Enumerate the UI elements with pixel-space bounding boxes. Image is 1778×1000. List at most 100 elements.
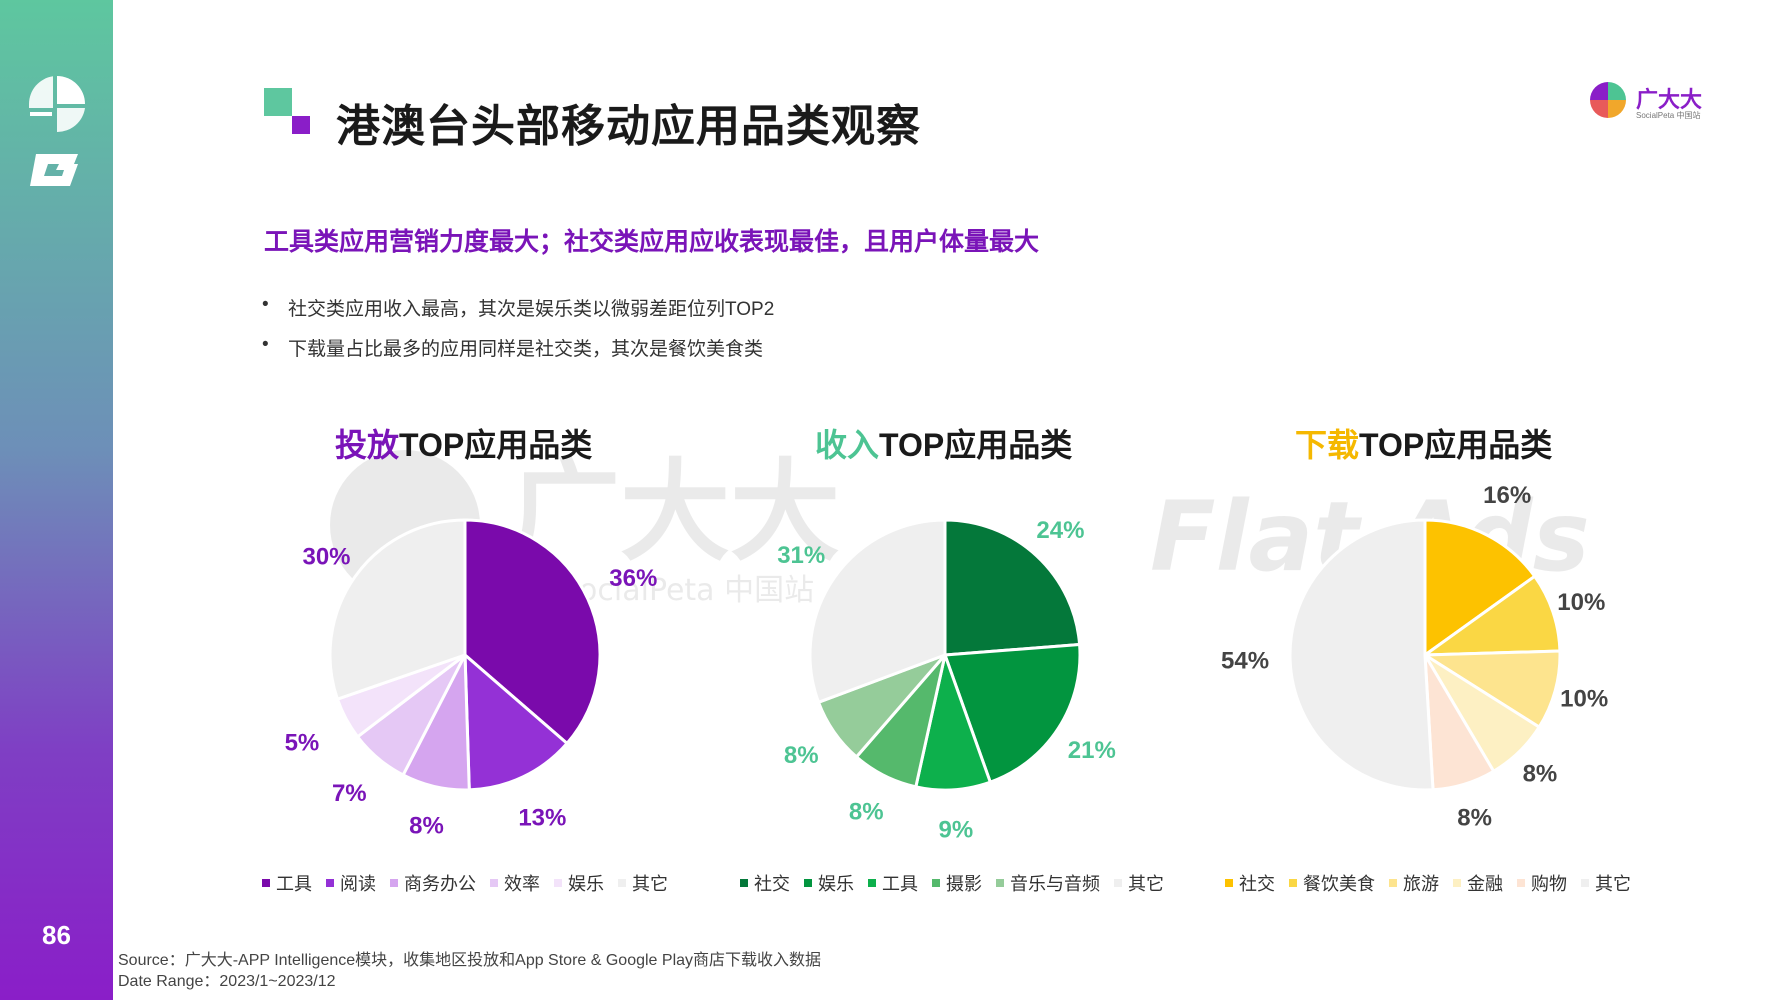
- legend-swatch: [932, 879, 940, 887]
- brand-pie-icon: [1590, 82, 1626, 118]
- legend-item: 摄影: [932, 870, 982, 896]
- page-title: 港澳台头部移动应用品类观察: [336, 102, 921, 151]
- pie-label-1-6: 30%: [302, 543, 350, 570]
- chart-title-2: 收入TOP应用品类: [815, 420, 1072, 466]
- legend-label: 其它: [1128, 874, 1164, 894]
- brand-logo: 广大大 SocialPeta 中国站: [1588, 80, 1708, 124]
- legend-label: 餐饮美食: [1303, 874, 1375, 894]
- legend-item: 社交: [740, 870, 790, 896]
- legend-swatch: [1517, 879, 1525, 887]
- legend-item: 旅游: [1389, 870, 1439, 896]
- legend-label: 购物: [1531, 874, 1567, 894]
- pie-label-1-3: 8%: [409, 813, 444, 840]
- socialpeta-logo-icon: [29, 76, 85, 186]
- chart-title-highlight: 下载: [1295, 427, 1360, 463]
- legend-swatch: [1453, 879, 1461, 887]
- legend-label: 商务办公: [404, 874, 476, 894]
- legend-swatch: [554, 879, 562, 887]
- pie-slice-1-2: [463, 651, 570, 792]
- pie-label-3-2: 10%: [1557, 589, 1605, 616]
- pie-label-2-6: 31%: [777, 542, 825, 569]
- pie-slice-3-3: [1420, 649, 1562, 730]
- legend-item: 社交: [1225, 870, 1275, 896]
- legend-swatch: [1225, 879, 1233, 887]
- pie-label-3-4: 8%: [1523, 760, 1558, 787]
- legend-item: 金融: [1453, 870, 1503, 896]
- legend-item: 其它: [1114, 870, 1164, 896]
- pie-label-1-1: 36%: [609, 565, 657, 592]
- legend-swatch: [740, 879, 748, 887]
- date-range: Date Range：2023/1~2023/12: [118, 973, 336, 990]
- legend-item: 其它: [618, 870, 668, 896]
- chart-title-rest: TOP应用品类: [879, 427, 1073, 463]
- legend-swatch: [1289, 879, 1297, 887]
- legend-label: 其它: [1595, 874, 1631, 894]
- legend-swatch: [804, 879, 812, 887]
- pie-label-2-1: 24%: [1036, 517, 1084, 544]
- pie-slice-3-2: [1420, 574, 1562, 657]
- legend-item: 阅读: [326, 870, 376, 896]
- chart-title-highlight: 投放: [335, 427, 400, 463]
- pie-label-3-5: 8%: [1457, 805, 1492, 832]
- chart-title-rest: TOP应用品类: [399, 427, 593, 463]
- footer: Source：广大大-APP Intelligence模块，收集地区投放和App…: [118, 950, 821, 992]
- pie-label-1-4: 7%: [332, 780, 367, 807]
- sidebar: 86: [0, 0, 113, 1000]
- source-note: Source：广大大-APP Intelligence模块，收集地区投放和App…: [118, 952, 822, 969]
- legend-label: 旅游: [1403, 874, 1439, 894]
- legend-label: 阅读: [340, 874, 376, 894]
- pie-label-3-3: 10%: [1560, 685, 1608, 712]
- legend-item: 娱乐: [804, 870, 854, 896]
- pie-label-2-5: 8%: [784, 742, 819, 769]
- legend-swatch: [1114, 879, 1122, 887]
- legend-1: 工具 阅读 商务办公 效率 娱乐 其它: [262, 870, 682, 896]
- pie-slice-1-6: [328, 518, 467, 702]
- pie-label-1-5: 5%: [285, 729, 320, 756]
- legend-swatch: [996, 879, 1004, 887]
- chart-title-highlight: 收入: [815, 427, 880, 463]
- pie-slice-2-1: [943, 518, 1082, 657]
- legend-label: 摄影: [946, 874, 982, 894]
- legend-label: 工具: [276, 874, 312, 894]
- legend-swatch: [1389, 879, 1397, 887]
- legend-label: 娱乐: [818, 874, 854, 894]
- legend-item: 其它: [1581, 870, 1631, 896]
- pie-slice-1-1: [463, 518, 602, 746]
- legend-label: 娱乐: [568, 874, 604, 894]
- legend-label: 金融: [1467, 874, 1503, 894]
- pie-slice-3-1: [1423, 518, 1537, 658]
- legend-swatch: [262, 879, 270, 887]
- chart-title-rest: TOP应用品类: [1359, 427, 1553, 463]
- page-number: 86: [42, 920, 71, 950]
- title-decoration: [264, 88, 314, 134]
- legend-swatch: [326, 879, 334, 887]
- legend-2: 社交 娱乐 工具 摄影 音乐与音频 其它: [740, 870, 1178, 896]
- legend-label: 效率: [504, 874, 540, 894]
- pie-slice-3-6: [1288, 518, 1435, 792]
- legend-swatch: [618, 879, 626, 887]
- legend-3: 社交 餐饮美食 旅游 金融 购物 其它: [1225, 870, 1645, 896]
- pie-label-2-2: 21%: [1068, 737, 1116, 764]
- legend-swatch: [490, 879, 498, 887]
- legend-label: 音乐与音频: [1010, 874, 1100, 894]
- pie-label-3-1: 16%: [1483, 482, 1531, 509]
- legend-label: 社交: [754, 874, 790, 894]
- legend-item: 餐饮美食: [1289, 870, 1375, 896]
- legend-item: 购物: [1517, 870, 1567, 896]
- legend-item: 效率: [490, 870, 540, 896]
- legend-swatch: [868, 879, 876, 887]
- chart-title-1: 投放TOP应用品类: [335, 420, 592, 466]
- pie-label-2-4: 8%: [849, 798, 884, 825]
- pie-label-3-6: 54%: [1221, 647, 1269, 674]
- pie-label-1-2: 13%: [518, 805, 566, 832]
- legend-swatch: [390, 879, 398, 887]
- legend-label: 工具: [882, 874, 918, 894]
- legend-swatch: [1581, 879, 1589, 887]
- chart-title-3: 下载TOP应用品类: [1295, 420, 1552, 466]
- pie-slice-2-6: [808, 518, 947, 705]
- legend-item: 娱乐: [554, 870, 604, 896]
- bullet-item: 下载量占比最多的应用同样是社交类，其次是餐饮美食类: [262, 334, 774, 361]
- legend-label: 社交: [1239, 874, 1275, 894]
- legend-label: 其它: [632, 874, 668, 894]
